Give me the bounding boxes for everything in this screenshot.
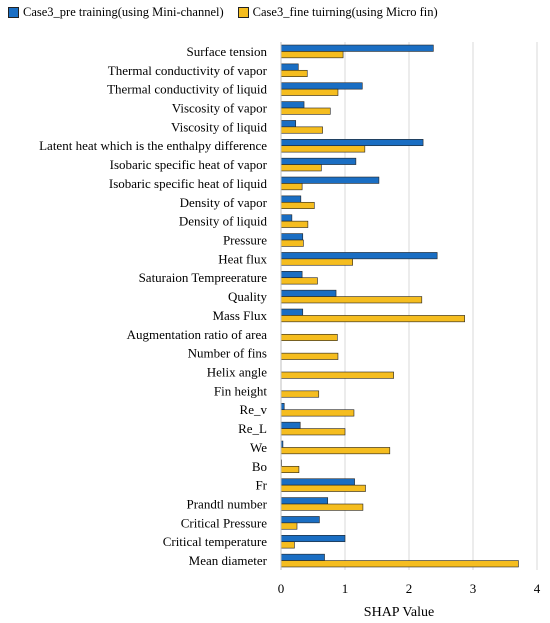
legend-item-pretraining: Case3_pre training(using Mini-channel) — [8, 5, 224, 20]
category-label: Bo — [252, 459, 267, 474]
category-label: Surface tension — [186, 44, 267, 59]
legend-label-finetuning: Case3_fine tuirning(using Micro fin) — [252, 5, 438, 19]
bar — [280, 333, 338, 341]
category-label: Mean diameter — [189, 553, 268, 568]
bar — [280, 252, 438, 260]
bar — [280, 258, 353, 266]
bar — [280, 126, 323, 134]
bar — [280, 277, 318, 285]
bar — [280, 63, 299, 71]
category-label: Density of liquid — [179, 214, 268, 229]
bar — [280, 82, 363, 90]
bar — [280, 157, 357, 165]
x-tick-label: 4 — [534, 581, 541, 596]
bar — [280, 220, 309, 228]
category-label: Augmentation ratio of area — [127, 327, 268, 342]
bar — [280, 421, 301, 429]
category-label: Heat flux — [218, 251, 267, 266]
category-label: Quality — [228, 289, 267, 304]
category-label: Fin height — [214, 383, 267, 398]
bar — [280, 195, 302, 203]
bar — [280, 522, 298, 530]
category-label: Mass Flux — [212, 308, 267, 323]
category-label: Latent heat which is the enthalpy differ… — [39, 138, 267, 153]
bar — [280, 233, 304, 241]
bar — [280, 176, 380, 184]
bar — [280, 428, 346, 436]
category-label: Critical temperature — [163, 534, 268, 549]
category-label: Prandtl number — [186, 497, 267, 512]
legend-swatch-finetuning — [237, 7, 249, 18]
category-label: Thermal conductivity of liquid — [107, 82, 267, 97]
bar — [280, 164, 322, 172]
bar — [280, 535, 346, 543]
category-label: Pressure — [223, 233, 267, 248]
bar — [280, 541, 295, 549]
bar — [280, 145, 366, 153]
bar — [280, 352, 339, 360]
bar — [280, 553, 325, 561]
category-label: Critical Pressure — [181, 515, 268, 530]
bar — [280, 214, 293, 222]
bar — [280, 51, 344, 59]
bar — [280, 69, 308, 77]
bar — [280, 478, 355, 486]
x-tick-label: 1 — [342, 581, 349, 596]
bar — [280, 560, 519, 568]
bar — [280, 484, 366, 492]
category-label: Saturaion Tempreerature — [139, 270, 268, 285]
bar — [280, 409, 355, 417]
bar — [280, 107, 331, 115]
category-label: Isobaric specific heat of liquid — [109, 176, 268, 191]
x-tick-label: 2 — [406, 581, 413, 596]
category-label: Fr — [255, 478, 267, 493]
bar — [280, 88, 339, 96]
bar — [280, 315, 465, 323]
bar — [280, 465, 300, 473]
bar — [280, 447, 391, 455]
x-tick-label: 0 — [278, 581, 285, 596]
bar — [280, 497, 329, 505]
bar — [280, 296, 423, 304]
category-label: Density of vapor — [180, 195, 268, 210]
bar — [280, 503, 364, 511]
x-tick-label: 3 — [470, 581, 477, 596]
category-label: We — [250, 440, 267, 455]
bar — [280, 101, 305, 109]
bar — [280, 201, 315, 209]
bar — [280, 516, 320, 524]
category-label: Re_v — [240, 402, 268, 417]
bar — [280, 120, 297, 128]
legend-label-pretraining: Case3_pre training(using Mini-channel) — [23, 5, 224, 19]
legend-item-finetuning: Case3_fine tuirning(using Micro fin) — [237, 5, 438, 20]
bar — [280, 308, 304, 316]
category-label: Isobaric specific heat of vapor — [110, 157, 268, 172]
legend-swatch-pretraining — [8, 7, 19, 18]
bar — [280, 239, 304, 247]
category-label: Number of fins — [188, 346, 267, 361]
category-label: Re_L — [238, 421, 267, 436]
category-label: Viscosity of liquid — [171, 119, 267, 134]
bar — [280, 371, 394, 379]
bar — [280, 44, 434, 52]
category-label: Thermal conductivity of vapor — [108, 63, 268, 78]
bar — [280, 139, 424, 147]
x-axis-label: SHAP Value — [364, 605, 434, 620]
bar — [280, 390, 320, 398]
category-label: Viscosity of vapor — [172, 101, 268, 116]
bar — [280, 289, 337, 297]
category-label: Helix angle — [207, 365, 268, 380]
bar — [280, 271, 303, 279]
legend: Case3_pre training(using Mini-channel) C… — [8, 5, 438, 20]
bar — [280, 183, 303, 191]
